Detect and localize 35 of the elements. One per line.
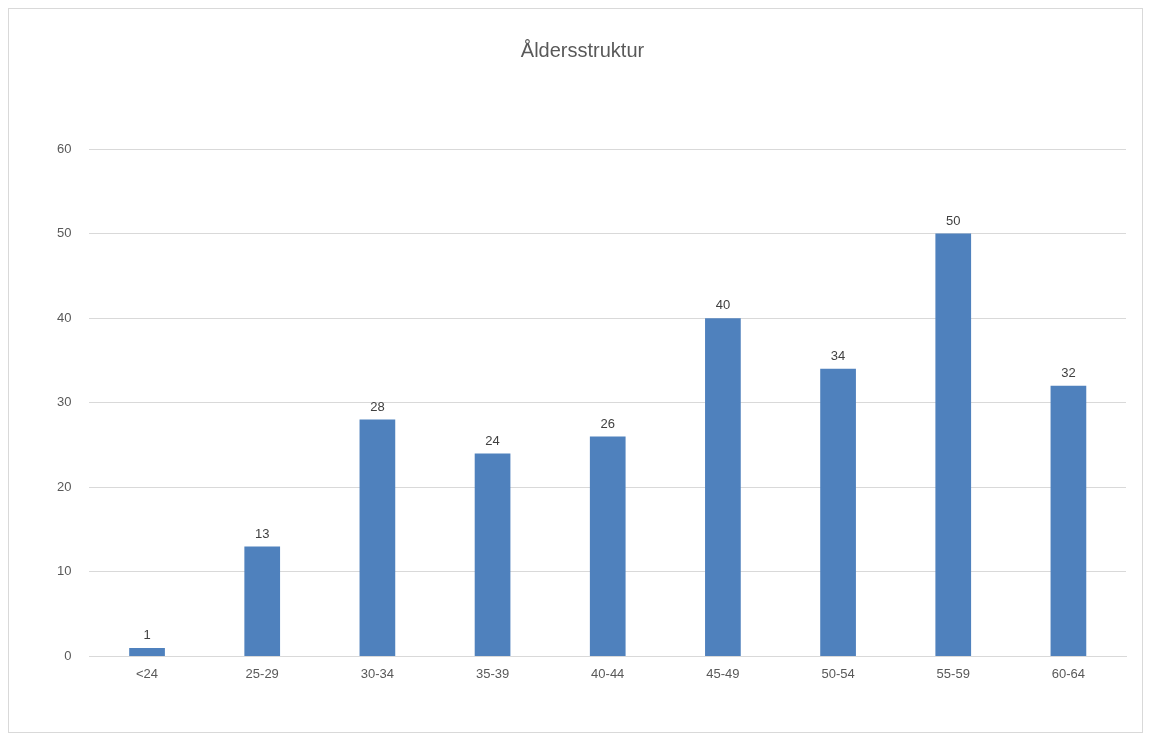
y-tick-label: 20: [56, 478, 72, 494]
x-tick-label: 25-29: [245, 665, 279, 681]
y-tick-label: 60: [56, 140, 72, 156]
bar: [705, 318, 741, 656]
bar: [820, 368, 856, 656]
data-label: 26: [600, 415, 615, 431]
chart-title: Åldersstruktur: [520, 38, 645, 61]
x-tick-label: 45-49: [706, 665, 740, 681]
bar: [589, 436, 626, 656]
x-tick-label: 50-54: [821, 665, 855, 681]
data-label: 24: [485, 432, 500, 448]
bar: [474, 453, 511, 656]
y-tick-label: 30: [56, 394, 72, 410]
data-label: 13: [254, 525, 270, 541]
y-tick-label: 40: [56, 309, 72, 325]
data-label: 32: [1061, 364, 1076, 380]
x-tick-label: 55-59: [936, 665, 970, 681]
data-label: 34: [830, 347, 846, 363]
y-tick-label: 50: [56, 225, 72, 241]
x-tick-label: 40-44: [591, 665, 625, 681]
bar: [129, 647, 165, 656]
y-tick-label: 10: [56, 563, 72, 579]
y-tick-label: 0: [64, 647, 72, 663]
x-tick-label: 30-34: [360, 665, 395, 681]
bar: [935, 233, 972, 656]
bar: [244, 546, 281, 656]
bar: [359, 419, 396, 656]
x-tick-label: 60-64: [1051, 665, 1086, 681]
data-label: 1: [143, 627, 151, 643]
data-label: 50: [946, 212, 961, 228]
bar: [1050, 385, 1087, 656]
data-label: 40: [715, 297, 731, 313]
data-label: 28: [370, 398, 385, 414]
x-tick-label: 35-39: [475, 665, 510, 681]
x-tick-label: <24: [136, 665, 159, 681]
